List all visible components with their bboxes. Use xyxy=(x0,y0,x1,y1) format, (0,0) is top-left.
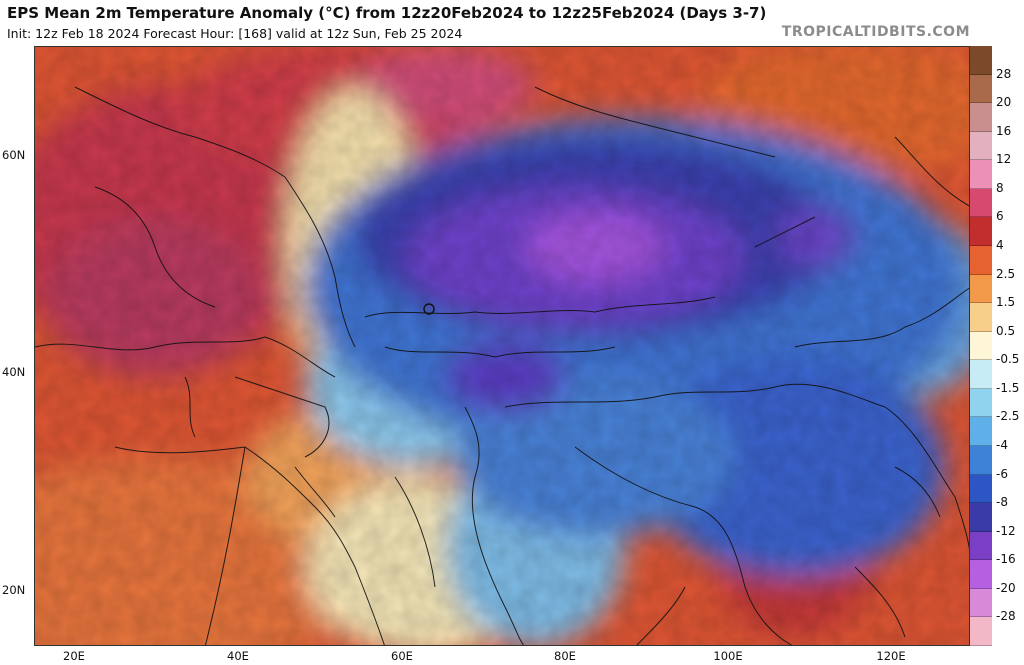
colorbar-swatch xyxy=(970,103,992,132)
colorbar-label: -12 xyxy=(996,523,1016,538)
colorbar-swatch xyxy=(970,446,992,475)
lat-label-40n: 40N xyxy=(2,365,26,379)
colorbar-swatch xyxy=(970,360,992,389)
colorbar-label: 6 xyxy=(996,209,1004,224)
colorbar-label: -1.5 xyxy=(996,380,1020,395)
lake-marker xyxy=(423,303,435,315)
colorbar-swatch xyxy=(970,560,992,589)
colorbar-swatch xyxy=(970,588,992,618)
colorbar-label: -28 xyxy=(996,609,1016,624)
lat-label-20n: 20N xyxy=(2,583,26,597)
map-svg xyxy=(35,47,969,645)
map-subtitle: Init: 12z Feb 18 2024 Forecast Hour: [16… xyxy=(7,26,463,41)
map-title: EPS Mean 2m Temperature Anomaly (°C) fro… xyxy=(7,4,767,22)
colorbar-label: -0.5 xyxy=(996,352,1020,367)
colorbar-legend: 28 20 16 12 8 6 4 2.5 1.5 0.5 -0.5 -1.5 -2.5 -4 -6 -8 -1… xyxy=(970,46,1024,646)
colorbar-label: 4 xyxy=(996,238,1004,252)
lon-label-100e: 100E xyxy=(713,649,743,663)
colorbar-label: 8 xyxy=(996,180,1004,195)
lon-label-40e: 40E xyxy=(227,649,249,663)
brand-watermark[interactable]: TROPICALTIDBITS.COM xyxy=(781,24,970,40)
colorbar-swatch xyxy=(970,274,992,304)
colorbar-label: 28 xyxy=(996,66,1012,81)
colorbar-swatch xyxy=(970,188,992,218)
lon-label-60e: 60E xyxy=(391,649,413,663)
lon-label-20e: 20E xyxy=(63,649,85,663)
lon-label-120e: 120E xyxy=(876,649,906,663)
colorbar-label: 12 xyxy=(996,152,1012,167)
colorbar-swatch xyxy=(970,417,992,446)
colorbar-label: 2.5 xyxy=(996,266,1016,281)
colorbar-swatch xyxy=(970,503,992,532)
colorbar-swatch xyxy=(970,388,992,418)
colorbar-label: 0.5 xyxy=(996,323,1016,338)
colorbar-swatch xyxy=(970,46,992,75)
field-texture xyxy=(35,47,969,645)
colorbar-label: 16 xyxy=(996,123,1012,138)
lon-label-80e: 80E xyxy=(554,649,576,663)
colorbar-swatch xyxy=(970,160,992,189)
colorbar-label: -4 xyxy=(996,438,1008,452)
temperature-anomaly-map xyxy=(34,46,970,646)
colorbar-swatch xyxy=(970,331,992,361)
colorbar-label: -20 xyxy=(996,580,1016,595)
colorbar-swatch xyxy=(970,303,992,332)
colorbar-label: -6 xyxy=(996,466,1008,481)
lat-label-60n: 60N xyxy=(2,148,26,162)
colorbar-swatch xyxy=(970,531,992,561)
colorbar-swatch xyxy=(970,131,992,161)
colorbar-swatch xyxy=(970,74,992,104)
colorbar-label: 1.5 xyxy=(996,295,1016,310)
colorbar-label: 20 xyxy=(996,95,1012,110)
colorbar-label: -16 xyxy=(996,552,1016,567)
colorbar-swatch xyxy=(970,617,992,646)
colorbar-swatch xyxy=(970,474,992,504)
colorbar-label: -2.5 xyxy=(996,409,1020,424)
colorbar-swatch xyxy=(970,217,992,246)
colorbar-swatch xyxy=(970,246,992,275)
colorbar-label: -8 xyxy=(996,495,1008,510)
coastlines-and-borders xyxy=(35,86,969,645)
